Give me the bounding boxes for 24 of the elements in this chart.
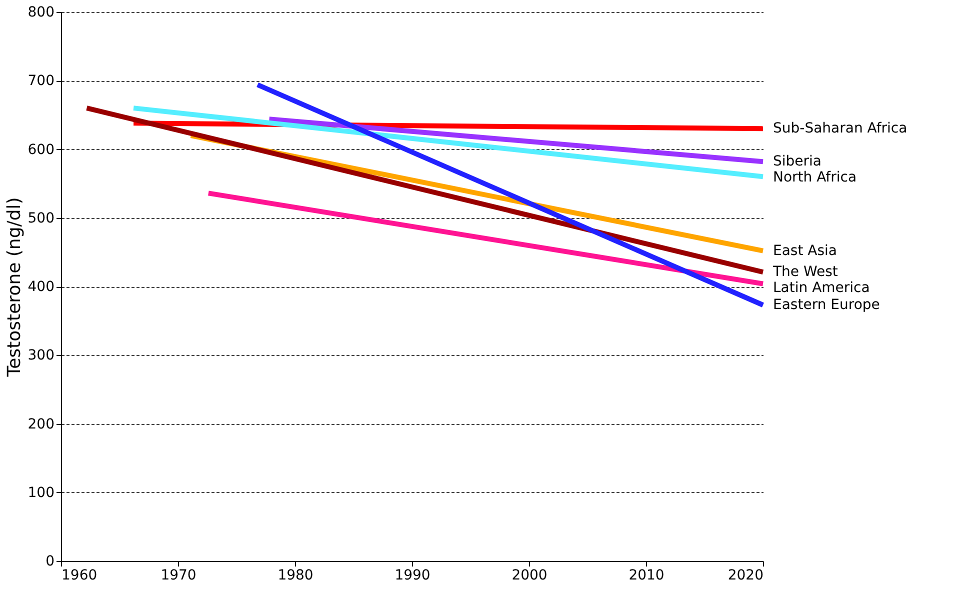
x-tick-label: 2010 — [628, 568, 664, 584]
series-label: Latin America — [773, 280, 870, 296]
x-tick-label: 1980 — [278, 568, 314, 584]
series-label: The West — [772, 264, 838, 280]
y-tick-label: 500 — [28, 210, 54, 226]
y-tick-label: 0 — [46, 554, 54, 570]
x-tick-label: 2020 — [728, 568, 764, 584]
y-tick-label: 600 — [28, 142, 54, 158]
x-tick-label: 1970 — [160, 568, 196, 584]
series-label: East Asia — [773, 242, 837, 259]
y-tick-label: 100 — [28, 484, 54, 501]
x-tick-label: 2000 — [512, 568, 548, 584]
series-label: Sub-Saharan Africa — [773, 120, 908, 137]
y-tick-label: 300 — [28, 348, 54, 364]
y-axis-title: Testosterone (ng/dl) — [4, 197, 25, 378]
x-tick-label: 1990 — [394, 568, 430, 584]
series-label: Eastern Europe — [773, 297, 880, 314]
y-tick-label: 200 — [28, 416, 54, 432]
y-tick-label: 400 — [28, 279, 54, 295]
series-label: North Africa — [773, 170, 857, 186]
y-tick-label: 800 — [28, 4, 54, 20]
y-tick-label: 700 — [28, 73, 54, 90]
series-label: Siberia — [773, 154, 822, 170]
x-tick-label: 1960 — [62, 568, 98, 584]
